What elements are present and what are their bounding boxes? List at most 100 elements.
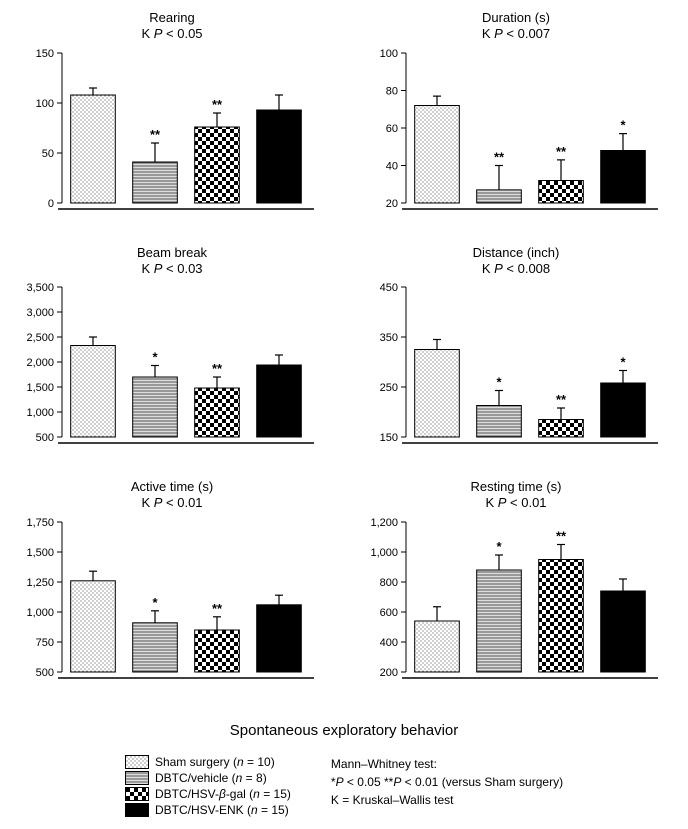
svg-text:1,000: 1,000 [26,607,54,619]
legend-notes: Mann–Whitney test: *P < 0.05 **P < 0.01 … [331,753,563,819]
bar-veh [477,189,522,202]
svg-text:500: 500 [36,667,54,679]
svg-text:350: 350 [380,332,398,344]
bar-sham [71,346,116,438]
svg-text:800: 800 [380,577,398,589]
mw-label: Mann–Whitney test: [331,757,563,771]
sig-marker: ** [556,528,567,543]
bar-enk [601,591,646,672]
panel-3: Distance (inch)K P < 0.008150250350450**… [354,245,678,470]
sig-line: *P < 0.05 **P < 0.01 (versus Sham surger… [331,775,563,789]
svg-text:1,200: 1,200 [370,517,398,529]
svg-text:1,500: 1,500 [26,382,54,394]
sig-marker: ** [212,97,223,112]
bar-veh [133,622,178,671]
bar-veh [133,377,178,437]
svg-text:750: 750 [36,637,54,649]
swatch-veh [125,771,149,785]
bar-bgal [195,630,240,672]
panel-title: Beam breakK P < 0.03 [10,245,334,278]
sig-marker: ** [556,392,567,407]
svg-text:1,000: 1,000 [26,407,54,419]
sig-marker: ** [212,600,223,615]
svg-text:0: 0 [48,198,54,210]
legend-row-bgal: DBTC/HSV-β-gal (n = 15) [125,787,291,801]
sig-marker: ** [556,143,567,158]
sig-marker: ** [212,361,223,376]
sig-marker: ** [150,127,161,142]
svg-text:150: 150 [380,432,398,444]
sig-marker: * [496,375,502,390]
svg-text:600: 600 [380,607,398,619]
svg-text:2,000: 2,000 [26,357,54,369]
bar-bgal [195,388,240,437]
legend-swatches: Sham surgery (n = 10) DBTC/vehicle (n = … [125,753,291,819]
panel-title: Resting time (s)K P < 0.01 [354,479,678,512]
panel-4: Active time (s)K P < 0.01 500 750 1,000 1,25… [10,479,334,704]
svg-text:1,250: 1,250 [26,577,54,589]
sig-marker: * [620,117,626,132]
bar-enk [257,604,302,671]
figure-title: Spontaneous exploratory behavior [10,722,678,739]
bar-veh [133,162,178,203]
svg-text:50: 50 [42,148,54,160]
svg-text:1,500: 1,500 [26,547,54,559]
panel-title: RearingK P < 0.05 [10,10,334,43]
chart-svg: 5007501,0001,2501,5001,750*** [10,514,320,704]
chart-svg: 150250350450**** [354,279,664,469]
bar-sham [71,580,116,671]
svg-text:100: 100 [36,98,54,110]
svg-text:400: 400 [380,637,398,649]
svg-text:450: 450 [380,282,398,294]
swatch-enk [125,803,149,817]
svg-text:3,000: 3,000 [26,307,54,319]
svg-text:60: 60 [386,123,398,135]
swatch-sham [125,755,149,769]
svg-text:2,500: 2,500 [26,332,54,344]
legend-area: Sham surgery (n = 10) DBTC/vehicle (n = … [10,753,678,819]
svg-text:20: 20 [386,198,398,210]
bar-sham [71,95,116,203]
panel-0: RearingK P < 0.05 0 50 100 150 ** ** [10,10,334,235]
sig-marker: * [496,539,502,554]
chart-svg: 20406080100***** [354,45,664,235]
svg-text:3,500: 3,500 [26,282,54,294]
svg-text:100: 100 [380,48,398,60]
legend-row-veh: DBTC/vehicle (n = 8) [125,771,291,785]
svg-text:1,000: 1,000 [370,547,398,559]
chart-svg: 5001,0001,5002,0002,5003,0003,500*** [10,279,320,469]
panel-title: Duration (s)K P < 0.007 [354,10,678,43]
panel-2: Beam breakK P < 0.03 500 1,000 1,500 2,000 2,… [10,245,334,470]
chart-svg: 0 50 100 150 ** ** [10,45,320,235]
sig-marker: ** [494,149,505,164]
bar-enk [601,150,646,203]
svg-text:1,750: 1,750 [26,517,54,529]
chart-grid: RearingK P < 0.05050100150****Duration (… [10,10,678,704]
swatch-bgal [125,787,149,801]
bar-enk [257,365,302,437]
bar-sham [415,350,460,438]
legend-row-sham: Sham surgery (n = 10) [125,755,291,769]
chart-svg: 2004006008001,0001,200*** [354,514,664,704]
panel-title: Active time (s)K P < 0.01 [10,479,334,512]
sig-marker: * [152,594,158,609]
bar-veh [477,570,522,672]
sig-marker: * [620,355,626,370]
bar-sham [415,621,460,672]
bar-bgal [539,559,584,672]
svg-text:500: 500 [36,432,54,444]
panel-title: Distance (inch)K P < 0.008 [354,245,678,278]
bar-enk [257,110,302,203]
legend-row-enk: DBTC/HSV-ENK (n = 15) [125,803,291,817]
k-label: K = Kruskal–Wallis test [331,793,563,807]
panel-1: Duration (s)K P < 0.00720406080100***** [354,10,678,235]
svg-text:200: 200 [380,667,398,679]
svg-text:80: 80 [386,85,398,97]
panel-5: Resting time (s)K P < 0.01 200 400 600 800 1,… [354,479,678,704]
bar-bgal [539,420,584,438]
bar-enk [601,383,646,437]
bar-sham [415,105,460,203]
svg-text:150: 150 [36,48,54,60]
svg-text:40: 40 [386,160,398,172]
bar-bgal [539,180,584,203]
